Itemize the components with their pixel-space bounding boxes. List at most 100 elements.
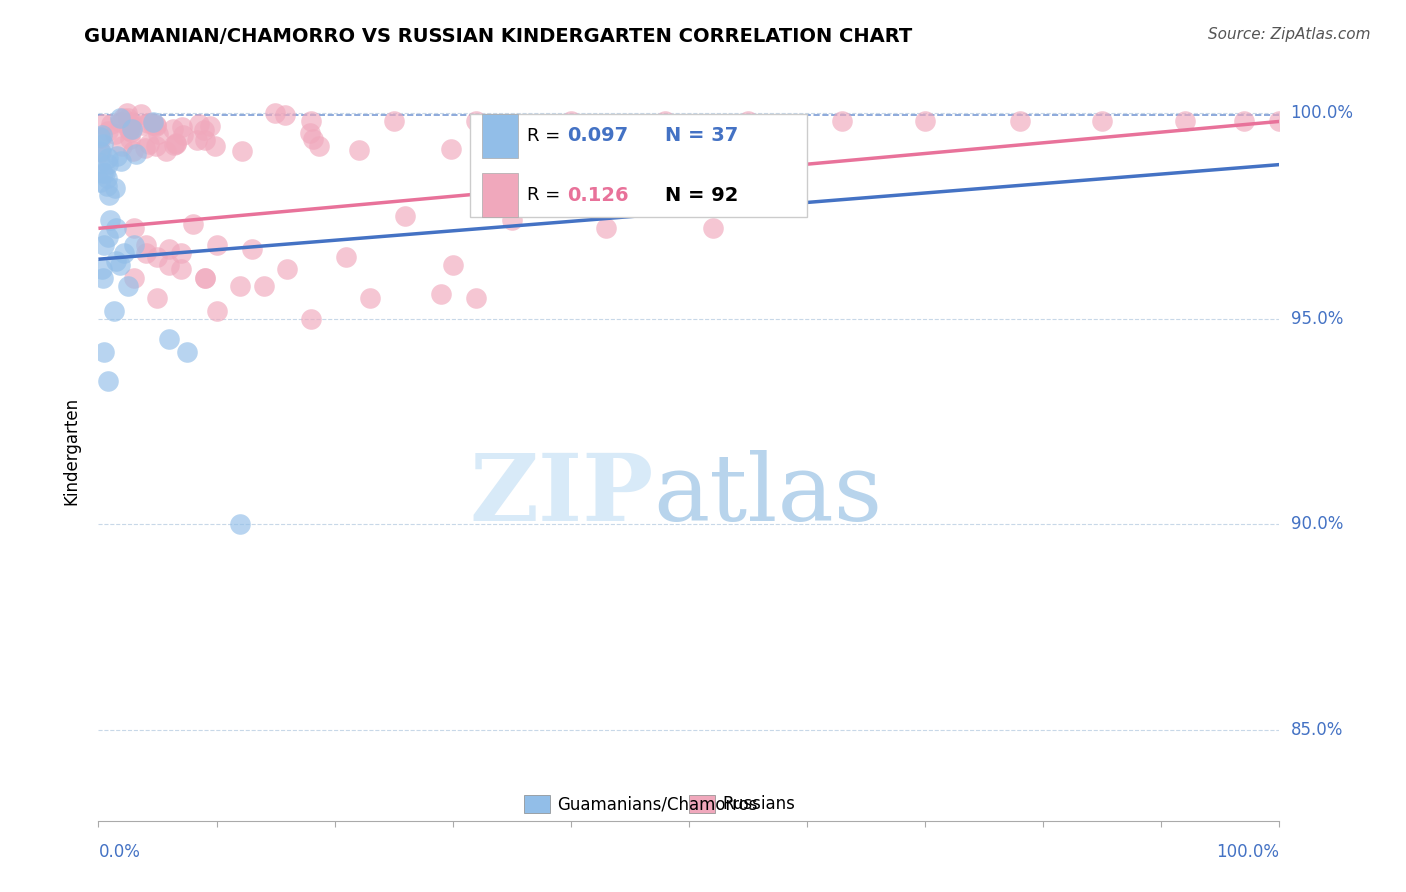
Point bbox=[122, 270, 145, 285]
Text: Source: ZipAtlas.com: Source: ZipAtlas.com bbox=[1208, 27, 1371, 42]
Text: ZIP: ZIP bbox=[470, 450, 654, 540]
Text: N = 37: N = 37 bbox=[665, 127, 738, 145]
Point bbox=[394, 209, 416, 223]
Point bbox=[91, 270, 114, 285]
Point bbox=[145, 119, 167, 133]
Point bbox=[157, 242, 180, 256]
Point bbox=[440, 142, 463, 156]
Point bbox=[146, 250, 169, 264]
Point bbox=[273, 108, 295, 122]
Point bbox=[465, 114, 488, 128]
Point bbox=[299, 311, 322, 326]
Point bbox=[308, 139, 330, 153]
Text: 90.0%: 90.0% bbox=[1291, 516, 1343, 533]
Point bbox=[98, 213, 121, 227]
FancyBboxPatch shape bbox=[471, 113, 807, 218]
Point bbox=[118, 118, 141, 132]
Point bbox=[118, 122, 141, 136]
Point bbox=[205, 237, 228, 252]
Point bbox=[194, 133, 217, 147]
Point bbox=[162, 121, 184, 136]
Point bbox=[1233, 114, 1256, 128]
Point bbox=[89, 144, 111, 158]
Point bbox=[170, 262, 193, 277]
Point bbox=[181, 217, 204, 231]
Point bbox=[145, 138, 167, 153]
Point bbox=[145, 119, 167, 133]
Point bbox=[132, 118, 155, 132]
Point bbox=[194, 270, 217, 285]
Point bbox=[103, 303, 125, 318]
Point bbox=[170, 246, 193, 260]
Point bbox=[97, 374, 120, 388]
Text: R =: R = bbox=[527, 127, 561, 145]
Point bbox=[148, 127, 170, 141]
Point bbox=[89, 175, 111, 189]
Point bbox=[1174, 114, 1197, 128]
Point bbox=[108, 258, 131, 272]
Point bbox=[231, 145, 253, 159]
Point bbox=[136, 116, 159, 130]
Point bbox=[142, 116, 165, 130]
Point bbox=[103, 181, 125, 195]
Point bbox=[105, 254, 128, 268]
Point bbox=[91, 262, 114, 277]
Point bbox=[110, 154, 132, 169]
Point bbox=[129, 107, 152, 121]
Point bbox=[122, 237, 145, 252]
Point bbox=[97, 229, 120, 244]
Text: 0.097: 0.097 bbox=[567, 127, 628, 145]
Point bbox=[97, 151, 120, 165]
Point bbox=[654, 114, 676, 128]
Point bbox=[264, 106, 287, 120]
Point bbox=[96, 179, 118, 194]
Point bbox=[170, 120, 193, 134]
Text: 95.0%: 95.0% bbox=[1291, 310, 1343, 328]
Point bbox=[98, 188, 121, 202]
Point bbox=[359, 291, 381, 305]
Point bbox=[299, 114, 322, 128]
Point bbox=[120, 125, 142, 139]
Point bbox=[93, 344, 115, 359]
Point bbox=[430, 287, 453, 301]
Point bbox=[347, 143, 370, 157]
Point bbox=[165, 136, 187, 150]
Point bbox=[135, 246, 157, 260]
Point bbox=[122, 144, 145, 158]
Point bbox=[146, 291, 169, 305]
Point bbox=[176, 344, 198, 359]
Point bbox=[91, 166, 114, 180]
Text: R =: R = bbox=[527, 186, 561, 204]
Point bbox=[112, 246, 135, 260]
Point bbox=[122, 221, 145, 235]
Text: atlas: atlas bbox=[654, 450, 883, 540]
Point bbox=[100, 117, 122, 131]
Point bbox=[138, 137, 160, 152]
Point bbox=[204, 138, 226, 153]
Point bbox=[125, 146, 148, 161]
Point bbox=[93, 118, 115, 132]
Point bbox=[165, 136, 187, 151]
Point bbox=[97, 124, 120, 138]
Point bbox=[172, 128, 194, 142]
Point bbox=[914, 114, 936, 128]
Point bbox=[105, 149, 128, 163]
Point bbox=[301, 131, 323, 145]
Point bbox=[120, 115, 142, 129]
Point bbox=[108, 111, 131, 125]
Point bbox=[702, 221, 724, 235]
Point bbox=[560, 114, 582, 128]
Point bbox=[142, 118, 165, 132]
Point bbox=[501, 213, 523, 227]
Point bbox=[1268, 114, 1291, 128]
Point bbox=[111, 111, 134, 125]
Point bbox=[115, 106, 138, 120]
Point bbox=[163, 138, 186, 153]
Text: 85.0%: 85.0% bbox=[1291, 721, 1343, 739]
Point bbox=[186, 133, 208, 147]
Text: Guamanians/Chamorros: Guamanians/Chamorros bbox=[557, 796, 758, 814]
Point bbox=[229, 279, 252, 293]
Point bbox=[198, 120, 221, 134]
Point bbox=[229, 517, 252, 532]
Y-axis label: Kindergarten: Kindergarten bbox=[62, 396, 80, 505]
